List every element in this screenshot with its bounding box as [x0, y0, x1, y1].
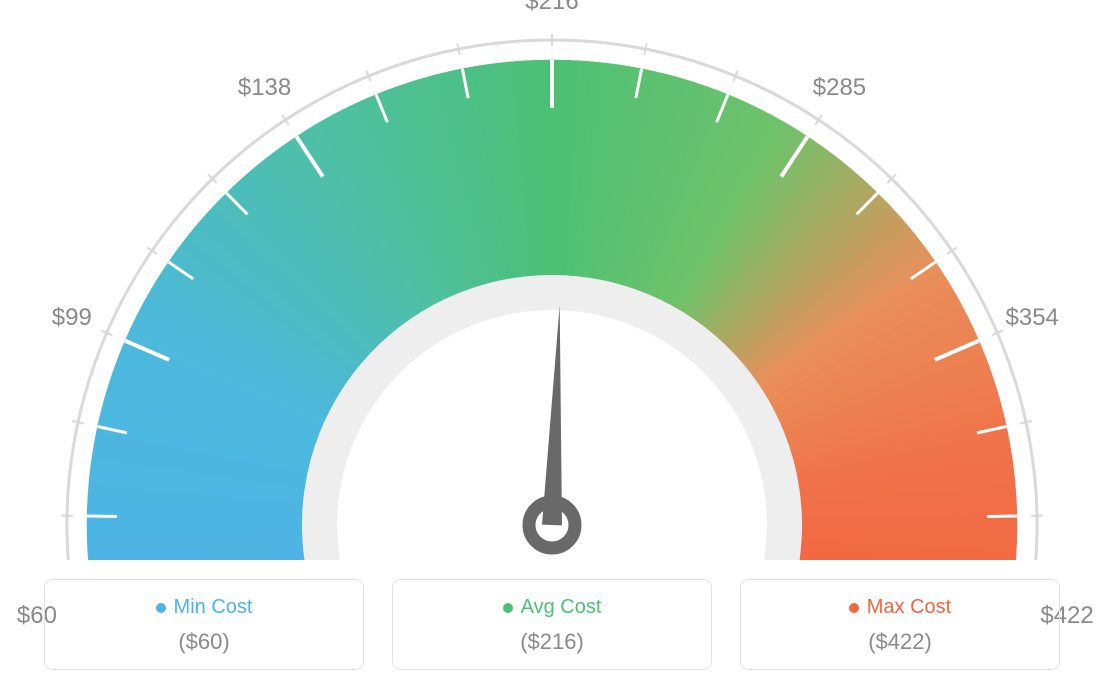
- legend-label-max: Max Cost: [867, 596, 951, 619]
- legend-title-avg: Avg Cost: [503, 596, 602, 619]
- gauge-tick-label: $138: [238, 74, 291, 102]
- legend-title-max: Max Cost: [849, 596, 951, 619]
- legend-value-max: ($422): [751, 629, 1049, 655]
- gauge-tick-label: $99: [52, 304, 92, 332]
- legend-row: Min Cost ($60) Avg Cost ($216) Max Cost …: [0, 579, 1104, 670]
- gauge-tick-label: $216: [525, 0, 578, 16]
- legend-value-avg: ($216): [403, 629, 701, 655]
- gauge-svg: [0, 0, 1104, 560]
- gauge-tick-label: $285: [813, 74, 866, 102]
- gauge-tick-label: $354: [1005, 304, 1058, 332]
- gauge-chart: $60$99$138$216$285$354$422: [0, 0, 1104, 560]
- legend-dot-avg: [503, 603, 513, 613]
- legend-card-avg: Avg Cost ($216): [392, 579, 712, 670]
- chart-container: $60$99$138$216$285$354$422 Min Cost ($60…: [0, 0, 1104, 690]
- legend-card-min: Min Cost ($60): [44, 579, 364, 670]
- legend-card-max: Max Cost ($422): [740, 579, 1060, 670]
- legend-label-min: Min Cost: [174, 596, 253, 619]
- legend-dot-min: [156, 603, 166, 613]
- legend-value-min: ($60): [55, 629, 353, 655]
- legend-title-min: Min Cost: [156, 596, 253, 619]
- legend-dot-max: [849, 603, 859, 613]
- legend-label-avg: Avg Cost: [521, 596, 602, 619]
